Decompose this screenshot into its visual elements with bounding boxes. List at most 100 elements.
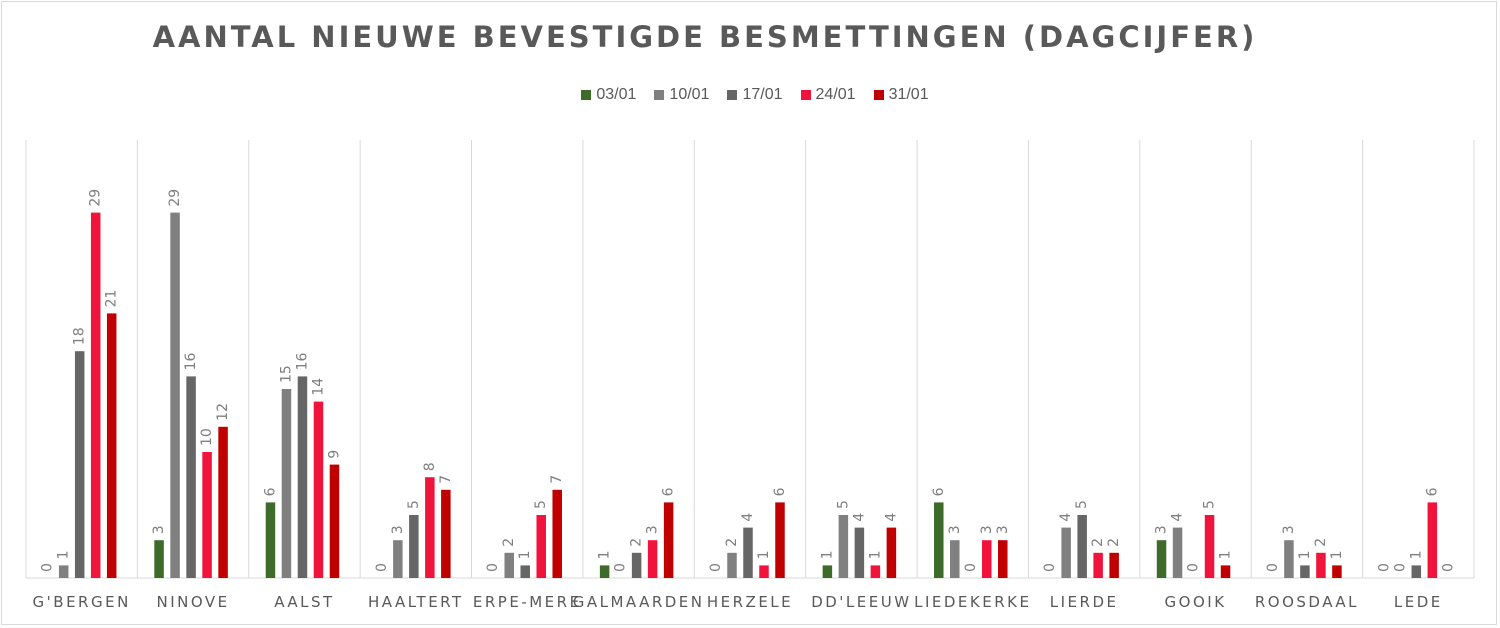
data-label: 0 xyxy=(1265,563,1281,572)
data-label: 6 xyxy=(262,487,278,496)
bar-17-01-12 xyxy=(1411,565,1422,578)
bar-24-01-12 xyxy=(1427,502,1438,578)
data-label: 1 xyxy=(1218,550,1234,559)
bar-31-01-4 xyxy=(552,489,562,578)
bar-31-01-8 xyxy=(998,540,1008,578)
bar-31-01-9 xyxy=(1109,552,1119,578)
data-label: 0 xyxy=(1042,563,1058,572)
data-label: 4 xyxy=(1170,513,1186,522)
data-label: 1 xyxy=(597,550,613,559)
bar-10-01-11 xyxy=(1284,540,1294,578)
bar-17-01-6 xyxy=(743,527,753,578)
bar-10-01-1 xyxy=(170,212,180,578)
data-label: 0 xyxy=(485,563,501,572)
legend-swatch xyxy=(654,90,665,100)
legend-swatch xyxy=(800,90,811,100)
data-label: 1 xyxy=(867,550,883,559)
data-label: 4 xyxy=(740,513,756,522)
data-label: 15 xyxy=(278,365,294,383)
data-label: 6 xyxy=(931,487,947,496)
legend-item-17-01: 17/01 xyxy=(727,86,783,104)
data-label: 16 xyxy=(294,352,310,370)
data-label: 5 xyxy=(533,500,549,509)
data-label: 2 xyxy=(501,538,517,547)
bar-24-01-8 xyxy=(982,540,992,578)
bar-31-01-2 xyxy=(329,464,340,578)
bar-31-01-5 xyxy=(663,502,674,578)
data-label: 29 xyxy=(88,189,104,207)
data-label: 1 xyxy=(819,550,835,559)
bar-03-01-10 xyxy=(1156,540,1167,578)
data-label: 7 xyxy=(549,475,565,484)
bar-10-01-4 xyxy=(504,552,514,578)
legend-swatch xyxy=(873,90,884,100)
bar-24-01-6 xyxy=(759,565,769,578)
data-label: 2 xyxy=(629,538,645,547)
legend-item-10-01: 10/01 xyxy=(654,86,709,104)
data-label: 6 xyxy=(772,487,788,496)
data-label: 5 xyxy=(835,500,851,509)
x-tick-label: NINOVE xyxy=(156,593,229,611)
bar-24-01-1 xyxy=(202,452,212,578)
data-label: 14 xyxy=(310,378,326,396)
data-label: 5 xyxy=(1074,500,1090,509)
data-label: 3 xyxy=(1281,525,1297,534)
data-label: 2 xyxy=(1090,538,1106,547)
x-tick-label: AALST xyxy=(274,593,334,611)
bar-10-01-0 xyxy=(58,565,69,578)
data-label: 1 xyxy=(56,550,72,559)
bar-17-01-4 xyxy=(520,565,530,578)
data-label: 7 xyxy=(438,475,454,484)
legend-label: 17/01 xyxy=(742,86,783,103)
data-label: 3 xyxy=(645,525,661,534)
bar-17-01-0 xyxy=(74,351,85,578)
data-label: 3 xyxy=(979,525,995,534)
data-label: 3 xyxy=(390,525,406,534)
data-label: 5 xyxy=(1202,500,1218,509)
data-label: 0 xyxy=(1376,563,1392,572)
data-label: 5 xyxy=(406,500,422,509)
legend-label: 03/01 xyxy=(596,86,637,103)
bar-24-01-2 xyxy=(313,401,324,578)
bar-24-01-0 xyxy=(90,212,101,578)
data-label: 1 xyxy=(1297,550,1313,559)
data-label: 18 xyxy=(72,327,88,345)
x-tick-label: HAALTERT xyxy=(368,593,464,611)
bar-17-01-3 xyxy=(409,515,419,578)
bar-03-01-8 xyxy=(934,502,944,578)
legend-swatch xyxy=(727,90,738,100)
bar-10-01-7 xyxy=(838,515,849,578)
bar-10-01-8 xyxy=(950,540,960,578)
bar-24-01-9 xyxy=(1093,552,1103,578)
data-label: 1 xyxy=(1329,550,1345,559)
data-label: 21 xyxy=(104,290,120,308)
bar-10-01-6 xyxy=(727,552,737,578)
data-label: 0 xyxy=(1440,563,1456,572)
data-label: 1 xyxy=(517,550,533,559)
data-label: 8 xyxy=(422,462,438,471)
data-label: 9 xyxy=(326,450,342,459)
legend-swatch xyxy=(581,90,592,100)
data-label: 0 xyxy=(1392,563,1408,572)
x-tick-label: LIEDEKERKE xyxy=(914,593,1031,611)
bar-10-01-2 xyxy=(281,389,292,578)
bar-24-01-11 xyxy=(1316,552,1326,578)
x-tick-label: LIERDE xyxy=(1050,593,1119,611)
data-label: 3 xyxy=(151,525,167,534)
legend-label: 24/01 xyxy=(815,86,856,103)
bar-17-01-5 xyxy=(631,552,642,578)
x-tick-label: G'BERGEN xyxy=(33,593,131,611)
data-label: 0 xyxy=(1186,563,1202,572)
bar-24-01-10 xyxy=(1204,515,1215,578)
bar-31-01-3 xyxy=(441,489,451,578)
bar-24-01-3 xyxy=(425,477,435,578)
data-label: 1 xyxy=(756,550,772,559)
data-label: 29 xyxy=(167,189,183,207)
data-label: 4 xyxy=(851,513,867,522)
x-tick-label: HERZELE xyxy=(707,593,793,611)
x-tick-label: LEDE xyxy=(1394,593,1443,611)
bar-24-01-5 xyxy=(647,540,658,578)
x-tick-label: ERPE-MERE xyxy=(473,593,582,611)
x-tick-label: GOOIK xyxy=(1165,593,1227,611)
